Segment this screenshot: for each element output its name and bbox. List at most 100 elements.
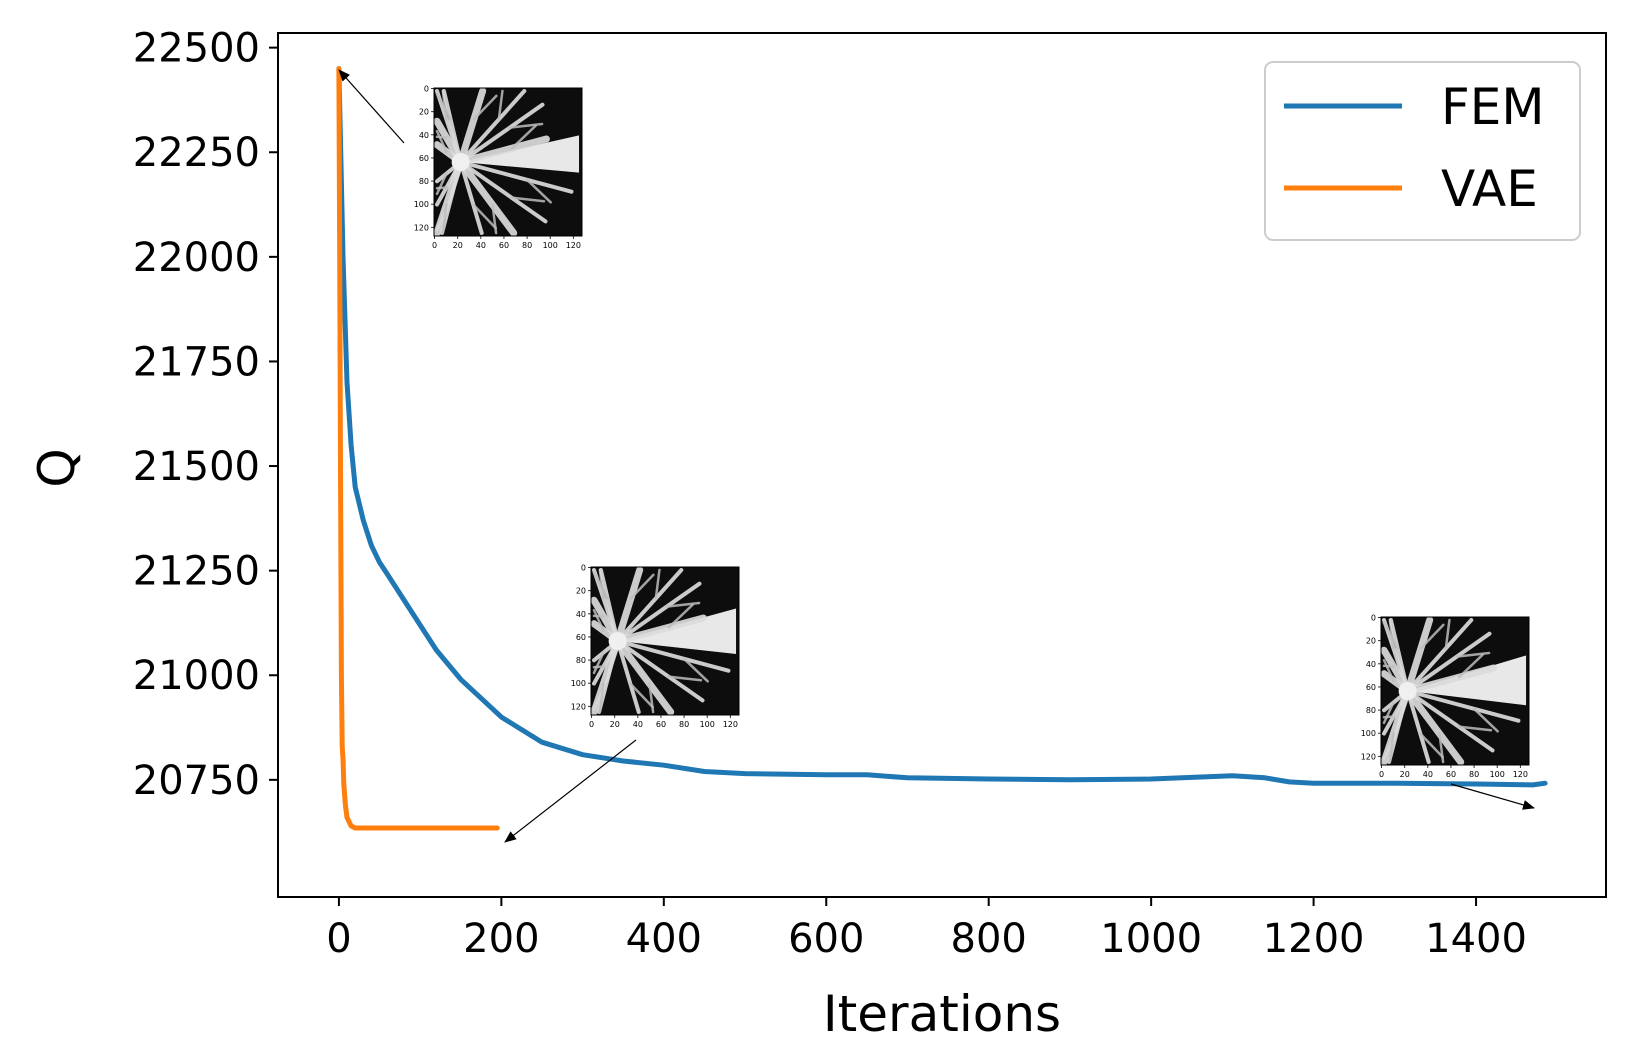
inset-x-tick-label: 100 — [543, 241, 558, 250]
inset-x-tick-label: 120 — [723, 720, 738, 729]
inset-x-tick-label: 80 — [679, 720, 689, 729]
inset-x-tick-label: 120 — [566, 241, 581, 250]
inset-sub-branch — [1419, 732, 1445, 759]
inset-y-tick-label: 80 — [576, 656, 586, 665]
inset-sub-branch — [682, 657, 709, 683]
inset-sub-branch — [629, 682, 655, 709]
inset-x-tick-label: 100 — [1490, 770, 1505, 779]
inset-sub-branch — [667, 675, 703, 682]
inset-sub-branch — [1455, 651, 1491, 658]
inset-x-tick-label: 20 — [610, 720, 620, 729]
annotation-arrow-fem-end — [1450, 783, 1535, 810]
inset-x-tick-label: 0 — [589, 720, 594, 729]
inset-y-tick-label: 60 — [1366, 683, 1376, 692]
inset-sub-branch — [629, 573, 655, 600]
inset-y-tick-label: 20 — [419, 108, 429, 117]
inset-branch — [1404, 687, 1465, 766]
y-tick-label: 20750 — [133, 758, 260, 804]
inset-branch — [1380, 687, 1412, 766]
inset-sub-branch — [592, 651, 605, 675]
inset-sub-branch — [510, 124, 537, 150]
x-tick-label: 800 — [951, 916, 1027, 962]
inset-branch — [1404, 616, 1434, 695]
inset-branch — [614, 614, 707, 645]
inset-hub — [1398, 682, 1417, 700]
inset-branch — [615, 639, 641, 714]
inset-x-tick-label: 60 — [499, 241, 509, 250]
inset-y-tick-label: 40 — [576, 610, 586, 619]
inset-branch — [458, 160, 548, 224]
inset-branch — [441, 89, 463, 164]
inset-branch — [458, 160, 574, 194]
inset-branch — [1405, 631, 1492, 693]
series-line-fem — [336, 66, 1548, 788]
inset-x-tick-label: 80 — [522, 241, 532, 250]
inset-branch — [590, 637, 622, 716]
inset-y-tick-label: 0 — [581, 564, 586, 573]
y-tick-label: 21250 — [133, 549, 260, 595]
inset-sub-branch — [435, 172, 448, 196]
inset-main-branch — [617, 608, 737, 655]
inset-frame — [433, 87, 583, 237]
x-tick-label: 1000 — [1100, 916, 1202, 962]
inset-branch — [458, 160, 484, 235]
legend-label-vae: VAE — [1441, 160, 1538, 218]
inset-branch — [457, 87, 487, 166]
inset-branch — [458, 102, 545, 164]
inset-sub-branch — [508, 122, 544, 129]
annotation-arrow-vae-end — [504, 739, 637, 843]
y-axis-label: Q — [28, 448, 86, 487]
inset-y-tick-label: 120 — [1361, 752, 1376, 761]
inset-main-branch — [460, 135, 580, 173]
inset-y-tick-label: 0 — [424, 85, 429, 94]
inset-branch — [614, 566, 644, 645]
y-tick-label: 21000 — [133, 653, 260, 699]
inset-sub-branch — [1382, 621, 1399, 650]
inset-branch — [457, 158, 518, 237]
inset-x-tick-label: 80 — [1469, 770, 1479, 779]
inset-branch — [615, 639, 731, 673]
series-line-vae — [336, 66, 500, 831]
inset-sub-branch — [510, 196, 546, 203]
inset-hub — [608, 632, 627, 650]
y-tick-label: 22500 — [133, 26, 260, 72]
x-tick-label: 1400 — [1425, 916, 1527, 962]
inset-branch — [1405, 689, 1521, 723]
inset-y-tick-label: 40 — [419, 131, 429, 140]
inset-sub-branch — [592, 609, 605, 632]
inset-vae-end: 0 0 20 20 40 40 60 60 80 80 100 100 120 120 — [571, 564, 740, 729]
inset-x-tick-label: 60 — [656, 720, 666, 729]
inset-y-tick-label: 80 — [1366, 706, 1376, 715]
inset-x-tick-label: 120 — [1513, 770, 1528, 779]
inset-x-tick-label: 20 — [1400, 770, 1410, 779]
inset-x-tick-label: 100 — [700, 720, 715, 729]
legend-label-fem: FEM — [1441, 78, 1545, 136]
inset-branch — [598, 568, 620, 643]
inset-y-tick-label: 80 — [419, 177, 429, 186]
y-tick-label: 21500 — [133, 444, 260, 490]
y-tick-label: 22250 — [133, 130, 260, 176]
inset-sub-branch — [1472, 707, 1499, 733]
inset-sub-branch — [1382, 659, 1395, 682]
inset-frame — [1380, 616, 1530, 766]
inset-sub-branch — [667, 603, 694, 629]
inset-x-tick-label: 0 — [1379, 770, 1384, 779]
inset-branch — [1404, 664, 1497, 695]
inset-sub-branch — [472, 94, 498, 121]
x-tick-label: 200 — [463, 916, 539, 962]
inset-branch — [457, 135, 550, 166]
inset-y-tick-label: 60 — [419, 154, 429, 163]
inset-y-tick-label: 40 — [1366, 660, 1376, 669]
series-layer — [336, 66, 1548, 831]
inset-y-tick-label: 100 — [414, 200, 429, 209]
insets: 0020204040606080801001001201200020204040… — [414, 85, 1530, 779]
inset-branch — [614, 637, 675, 716]
inset-x-tick-label: 20 — [453, 241, 463, 250]
inset-branch — [615, 639, 705, 703]
inset-sub-branch — [1382, 701, 1395, 725]
inset-x-tick-label: 40 — [633, 720, 643, 729]
inset-branch — [615, 568, 684, 643]
inset-sub-branch — [1457, 653, 1484, 679]
inset-sub-branch — [592, 571, 609, 600]
